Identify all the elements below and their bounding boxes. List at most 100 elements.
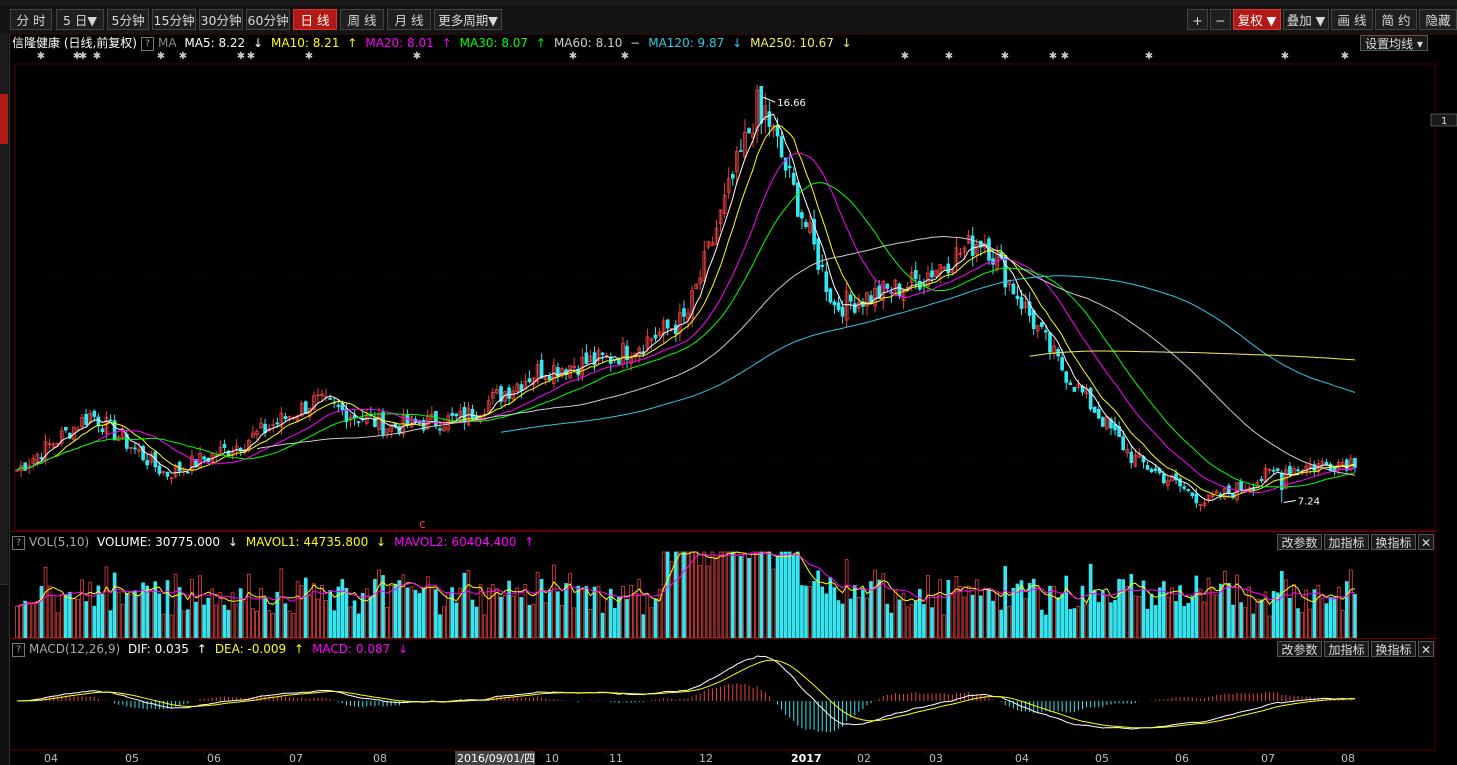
volume-bar — [255, 610, 259, 639]
candle-body — [1011, 283, 1016, 295]
60min-button[interactable]: 60分钟 — [246, 9, 290, 30]
simple-mode-button[interactable]: 简 约 — [1375, 9, 1417, 30]
legend-arrow: ↓ — [394, 642, 409, 656]
volume-bar — [190, 579, 194, 639]
candle-body — [1251, 488, 1256, 490]
edit-params-button[interactable]: 改参数 — [1277, 534, 1322, 550]
x-axis-label: 05 — [1095, 752, 1109, 765]
switch-indicator-button[interactable]: 换指标 — [1371, 641, 1416, 657]
30min-button[interactable]: 30分钟 — [199, 9, 243, 30]
volume-bar — [600, 612, 605, 639]
volume-bar — [934, 593, 938, 639]
candle-body — [104, 417, 109, 435]
candle-body — [125, 433, 129, 449]
volume-bar — [755, 551, 759, 639]
volume-bar — [1153, 605, 1158, 639]
side-tab[interactable] — [0, 454, 8, 525]
ma-line — [256, 235, 1356, 476]
legend-arrow: ↓ — [372, 535, 387, 549]
event-star-icon: ✱ — [945, 51, 953, 62]
x-axis-label: 03 — [929, 752, 943, 765]
candle-body — [665, 319, 670, 329]
edit-params-button[interactable]: 改参数 — [1277, 641, 1322, 657]
intraday-button[interactable]: 分 时 — [10, 9, 52, 30]
volume-bar — [901, 592, 906, 639]
side-tab[interactable] — [0, 144, 8, 205]
adjust-rights-button[interactable]: 复权 ▼ — [1233, 9, 1281, 30]
candle-body — [739, 150, 743, 152]
help-icon[interactable]: ? — [12, 642, 25, 657]
add-indicator-button[interactable]: 加指标 — [1324, 641, 1369, 657]
volume-bar — [458, 587, 463, 639]
volume-bar — [1349, 569, 1353, 639]
15min-button[interactable]: 15分钟 — [152, 9, 196, 30]
five-day-button[interactable]: 5 日▼ — [56, 9, 104, 30]
zoom-in-button[interactable]: + — [1187, 9, 1208, 30]
volume-bar — [690, 551, 694, 639]
5min-button[interactable]: 5分钟 — [107, 9, 149, 30]
switch-indicator-button[interactable]: 换指标 — [1371, 534, 1416, 550]
candle-body — [954, 247, 959, 267]
volume-bar — [149, 590, 154, 639]
side-tab[interactable] — [0, 264, 8, 335]
volume-bar — [104, 566, 109, 639]
volume-bar — [718, 551, 723, 639]
volume-bar — [893, 589, 898, 639]
add-indicator-button[interactable]: 加指标 — [1324, 534, 1369, 550]
event-star-icon: ✱ — [305, 51, 313, 62]
side-tab[interactable] — [0, 524, 8, 585]
stock-title: 信隆健康 (日线,前复权) — [12, 36, 137, 50]
candle-body — [535, 363, 540, 383]
help-icon[interactable]: ? — [12, 535, 25, 550]
volume-bar — [1190, 596, 1195, 639]
side-tab[interactable] — [0, 394, 8, 455]
side-tab[interactable] — [0, 204, 8, 265]
candle-body — [812, 218, 816, 245]
candle-body — [1149, 468, 1154, 473]
volume-bar — [730, 551, 735, 639]
legend-item: MA60: 8.10 − — [554, 36, 644, 50]
side-tab[interactable] — [0, 334, 8, 395]
volume-bar — [1076, 606, 1081, 639]
volume-bar — [913, 600, 918, 639]
volume-bar — [641, 614, 646, 639]
candle-body — [442, 426, 446, 432]
ma-settings-button[interactable]: 设置均线 ▾ — [1360, 35, 1428, 51]
overlay-button[interactable]: 叠加 ▼ — [1283, 9, 1329, 30]
zoom-out-button[interactable]: − — [1210, 9, 1231, 30]
legend-item: MA10: 8.21 ↑ — [271, 36, 361, 50]
close-panel-button[interactable]: ✕ — [1418, 641, 1434, 657]
candle-body — [1068, 382, 1073, 386]
volume-bar — [617, 597, 621, 639]
daily-button[interactable]: 日 线 — [293, 9, 337, 30]
candle-body — [1349, 458, 1353, 471]
volume-bar — [645, 593, 650, 639]
volume-bar — [1064, 575, 1069, 639]
volume-bar — [1040, 609, 1044, 639]
candle-body — [1202, 502, 1207, 506]
event-star-icon: ✱ — [1145, 51, 1153, 62]
help-icon[interactable]: ? — [141, 36, 154, 51]
panel-divider — [9, 531, 1437, 532]
monthly-button[interactable]: 月 线 — [387, 9, 431, 30]
draw-line-button[interactable]: 画 线 — [1331, 9, 1373, 30]
cursor-date-label: 2016/09/01/四 — [457, 752, 535, 765]
close-panel-button[interactable]: ✕ — [1418, 534, 1434, 550]
more-periods-button[interactable]: 更多周期▼ — [434, 9, 502, 30]
x-axis-label: 06 — [207, 752, 221, 765]
volume-ma-line — [16, 551, 1356, 607]
volume-bar — [897, 599, 902, 639]
event-star-icon: ✱ — [247, 51, 255, 62]
x-axis-label: 04 — [1015, 752, 1029, 765]
side-tab-active[interactable] — [0, 94, 8, 145]
candle-body — [922, 283, 926, 286]
side-tab[interactable] — [0, 34, 8, 95]
macd-panel-header: ? MACD(12,26,9) DIF: 0.035 ↑ DEA: -0.009 ↑… — [12, 641, 420, 657]
cursor-date-box — [455, 751, 535, 765]
volume-bar — [974, 579, 979, 639]
legend-value: MA250: 10.67 — [750, 36, 834, 50]
hide-button[interactable]: 隐藏 — [1419, 9, 1457, 30]
candle-body — [1052, 345, 1056, 355]
weekly-button[interactable]: 周 线 — [340, 9, 384, 30]
